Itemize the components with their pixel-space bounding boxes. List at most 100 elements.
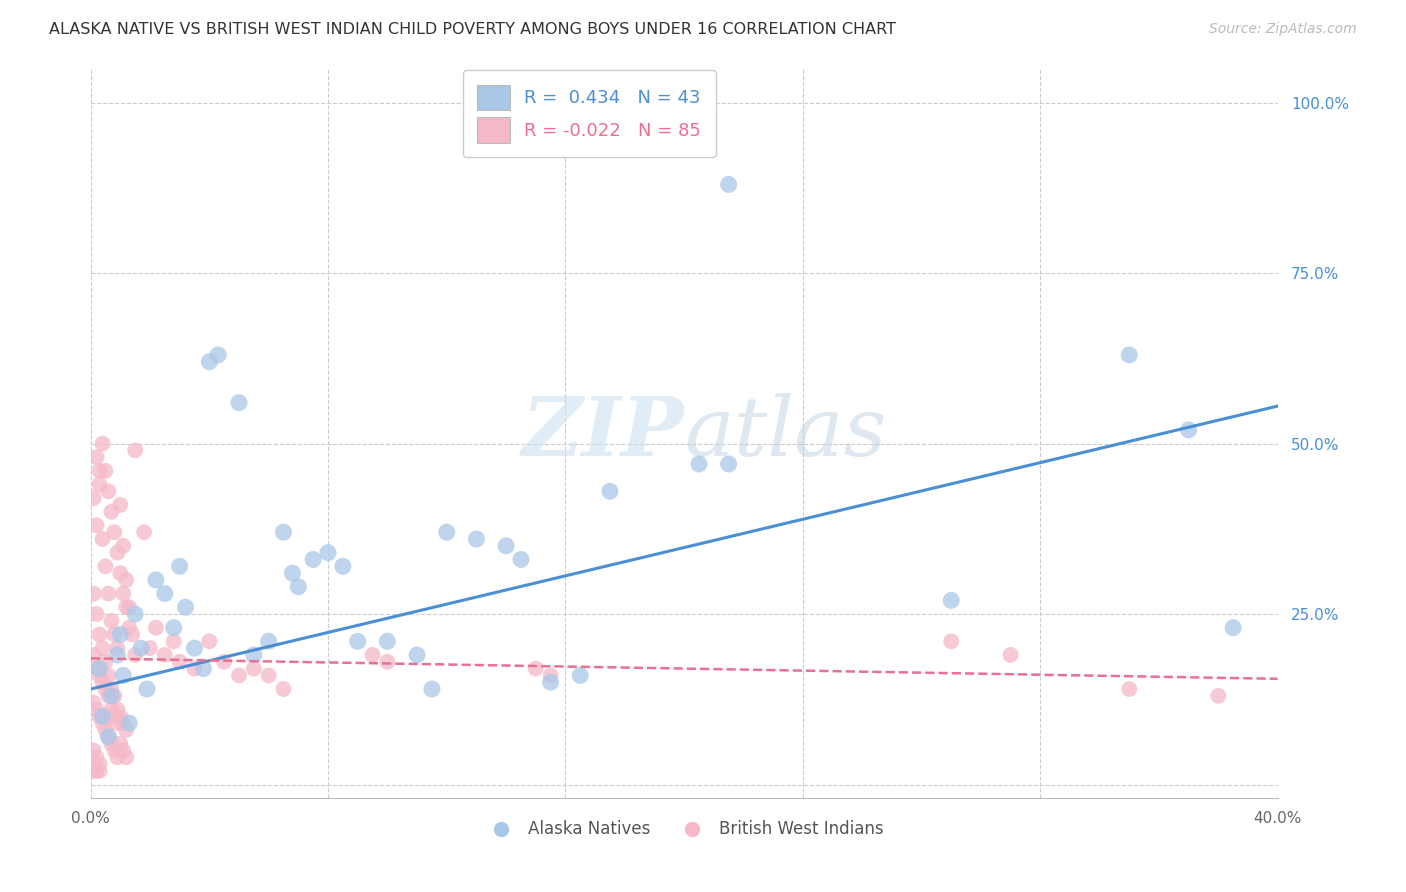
Point (136, 681, 159, 696)
Point (273, 525, 295, 540)
Point (89, 627, 111, 641)
Point (287, 580, 309, 594)
Point (91, 709, 114, 723)
Point (97, 689, 120, 703)
Point (495, 539, 517, 553)
Point (103, 689, 125, 703)
Point (94, 681, 117, 696)
Text: ZIP: ZIP (522, 393, 685, 474)
Point (89, 668, 111, 682)
Point (569, 668, 592, 682)
Point (198, 355, 221, 369)
Point (105, 641, 128, 656)
Text: Source: ZipAtlas.com: Source: ZipAtlas.com (1209, 22, 1357, 37)
Point (105, 716, 128, 731)
Point (83, 764, 105, 778)
Point (83, 586, 105, 600)
Point (97, 730, 120, 744)
Point (1206, 689, 1229, 703)
Point (97, 484, 120, 499)
Point (86, 607, 108, 621)
Point (129, 641, 152, 656)
Point (169, 559, 191, 574)
Point (105, 648, 128, 662)
Point (540, 675, 562, 690)
Point (115, 600, 138, 615)
Point (103, 743, 125, 757)
Point (207, 348, 229, 362)
Point (1177, 423, 1199, 437)
Point (100, 737, 122, 751)
Point (174, 600, 197, 615)
Point (83, 696, 105, 710)
Point (112, 716, 135, 731)
Point (118, 600, 141, 615)
Point (599, 484, 621, 499)
Point (198, 634, 221, 648)
Point (103, 627, 125, 641)
Point (377, 655, 399, 669)
Point (243, 648, 266, 662)
Point (124, 607, 146, 621)
Point (163, 634, 186, 648)
Point (169, 655, 191, 669)
Point (688, 457, 710, 471)
Point (94, 723, 117, 737)
Point (103, 709, 125, 723)
Point (91, 532, 114, 546)
Point (105, 702, 128, 716)
Point (91, 716, 114, 731)
Point (316, 546, 339, 560)
Point (941, 593, 963, 607)
Point (89, 662, 111, 676)
Point (105, 546, 128, 560)
Point (420, 681, 443, 696)
Point (1118, 681, 1140, 696)
Point (100, 689, 122, 703)
Point (509, 552, 531, 566)
Point (97, 668, 120, 682)
Point (193, 662, 215, 676)
Point (86, 450, 108, 465)
Point (83, 648, 105, 662)
Point (89, 757, 111, 772)
Point (91, 641, 114, 656)
Point (183, 641, 205, 656)
Point (100, 681, 122, 696)
Point (273, 681, 295, 696)
Point (302, 552, 325, 566)
Point (212, 655, 235, 669)
Point (257, 668, 280, 682)
Point (115, 723, 138, 737)
Point (153, 648, 176, 662)
Point (228, 668, 250, 682)
Point (257, 634, 280, 648)
Point (112, 668, 135, 682)
Point (89, 709, 111, 723)
Point (115, 573, 138, 587)
Point (717, 457, 740, 471)
Point (524, 662, 547, 676)
Point (124, 648, 146, 662)
Point (118, 621, 141, 635)
Point (118, 716, 141, 731)
Point (94, 464, 117, 478)
Point (97, 730, 120, 744)
Point (124, 443, 146, 458)
Point (941, 634, 963, 648)
Point (83, 743, 105, 757)
Point (110, 627, 132, 641)
Point (377, 634, 399, 648)
Point (121, 627, 143, 641)
Point (132, 525, 155, 540)
Point (145, 573, 167, 587)
Point (110, 709, 132, 723)
Point (281, 566, 304, 581)
Point (145, 621, 167, 635)
Point (94, 559, 117, 574)
Point (100, 505, 122, 519)
Point (100, 614, 122, 628)
Point (717, 178, 740, 192)
Point (110, 566, 132, 581)
Legend: Alaska Natives, British West Indians: Alaska Natives, British West Indians (478, 814, 890, 845)
